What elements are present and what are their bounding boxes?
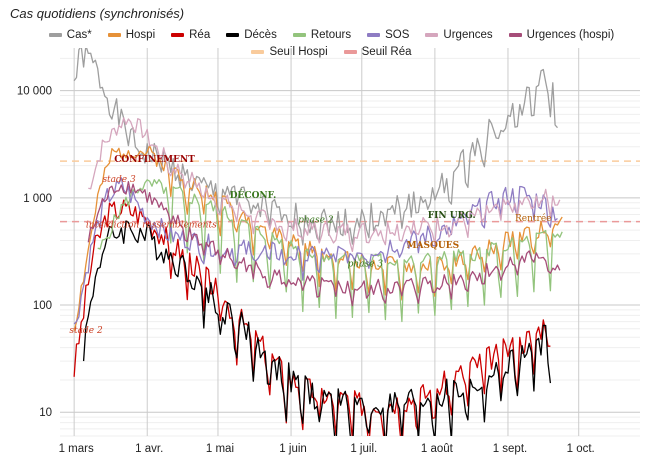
- legend-item: Cas*: [48, 28, 92, 41]
- legend-swatch: [425, 32, 439, 37]
- chart-annotation: interdiction rassemblements: [86, 220, 217, 230]
- chart-title: Cas quotidiens (synchronisés): [10, 6, 185, 21]
- chart-annotation: phase 2: [298, 215, 334, 225]
- legend-item: Décès: [226, 29, 277, 41]
- x-tick-label: 1 mai: [206, 443, 234, 455]
- legend-swatch: [343, 49, 357, 54]
- legend-item: Seuil Hospi: [251, 45, 328, 58]
- series-line: [73, 177, 558, 325]
- y-tick-label: 1 000: [23, 193, 52, 205]
- chart-annotation: stade 2: [69, 326, 103, 336]
- y-tick-label: 10: [39, 407, 52, 419]
- legend-item: Seuil Réa: [343, 45, 412, 58]
- chart-annotation: CONFINEMENT: [114, 155, 195, 165]
- legend-label: Retours: [310, 28, 352, 41]
- legend-label: Hospi: [125, 28, 156, 41]
- y-tick-label: 10 000: [17, 86, 52, 98]
- chart-annotation: DÉCONF.: [230, 189, 277, 201]
- chart-annotation: phase 3: [348, 259, 384, 269]
- series-line: [73, 48, 558, 246]
- chart-annotation: FIN URG.: [428, 211, 476, 221]
- legend-item: Hospi: [107, 28, 156, 41]
- chart-legend: Cas* Hospi Réa Décès Retours SOS Urgences Urgen…: [0, 26, 663, 60]
- legend-swatch: [292, 32, 306, 37]
- legend-swatch: [107, 32, 121, 37]
- x-tick-label: 1 mars: [59, 443, 94, 455]
- legend-label: Urgences (hospi): [526, 28, 615, 41]
- x-tick-label: 1 juil.: [350, 443, 377, 455]
- legend-swatch: [508, 32, 522, 37]
- y-tick-label: 100: [33, 300, 52, 312]
- legend-item: Urgences: [425, 28, 493, 41]
- legend-item: SOS: [367, 29, 409, 41]
- chart-annotation: MASQUES: [407, 241, 460, 251]
- legend-row: Seuil Hospi Seuil Réa: [0, 43, 663, 60]
- chart-annotation: stade 3: [102, 175, 136, 185]
- legend-swatch: [48, 32, 62, 37]
- legend-label: SOS: [385, 28, 410, 41]
- plot-area: [60, 48, 640, 436]
- x-tick-label: 1 juin: [279, 443, 307, 455]
- series-line: [87, 180, 561, 307]
- x-tick-label: 1 oct.: [567, 443, 595, 455]
- legend-swatch: [226, 32, 240, 37]
- legend-item: Retours: [292, 28, 352, 41]
- legend-label: Cas*: [66, 28, 92, 41]
- legend-label: Seuil Réa: [361, 45, 412, 58]
- series-line: [73, 199, 551, 436]
- x-tick-label: 1 avr.: [135, 443, 163, 455]
- legend-label: Réa: [189, 28, 211, 41]
- legend-label: Seuil Hospi: [269, 45, 328, 58]
- legend-label: Urgences: [443, 28, 493, 41]
- legend-swatch: [251, 49, 265, 54]
- legend-swatch: [171, 32, 185, 37]
- x-tick-label: 1 août: [421, 443, 454, 455]
- series-line: [82, 220, 552, 436]
- legend-swatch: [367, 32, 381, 37]
- legend-item: Réa: [171, 29, 210, 41]
- chart-annotation: Rentrée: [515, 213, 551, 224]
- legend-row: Cas* Hospi Réa Décès Retours SOS Urgences Urgen…: [0, 26, 663, 43]
- legend-label: Décès: [244, 28, 277, 41]
- x-tick-label: 1 sept.: [493, 443, 528, 455]
- series-line: [88, 117, 561, 253]
- legend-item: Urgences (hospi): [508, 28, 615, 41]
